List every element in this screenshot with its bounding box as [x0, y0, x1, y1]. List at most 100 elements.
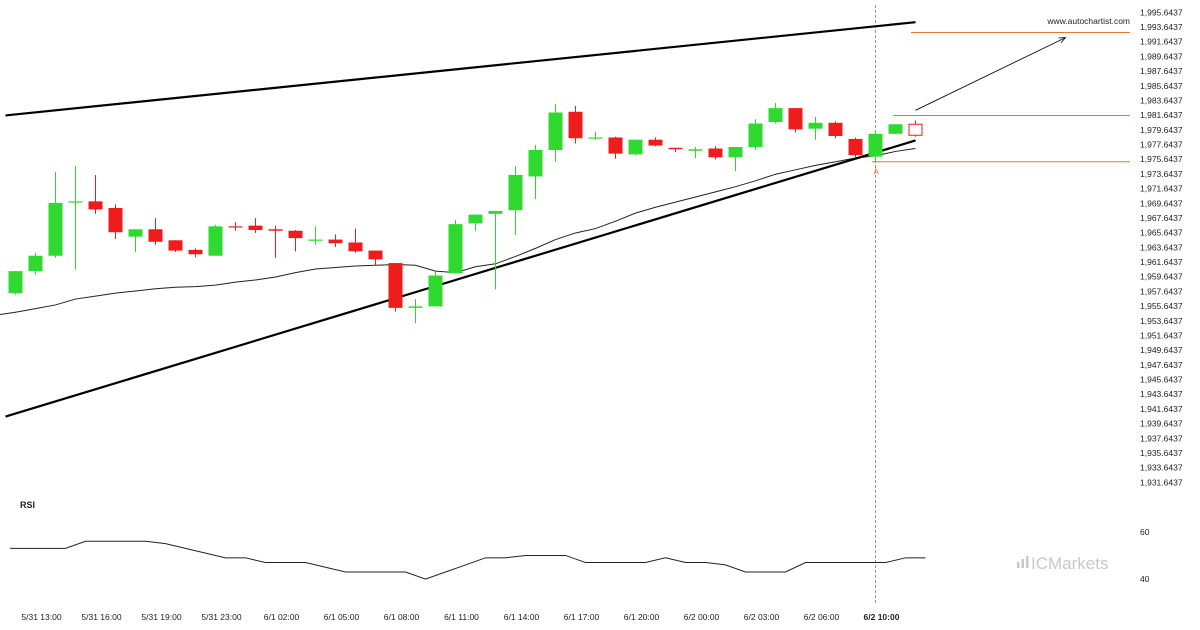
- candle: [8, 271, 23, 295]
- candle-body: [288, 230, 303, 239]
- rsi-tick-label: 60: [1140, 527, 1150, 537]
- point-marker-label: A: [874, 167, 880, 176]
- candle: [708, 146, 723, 160]
- candle-body: [788, 108, 803, 130]
- y-tick-label: 1,979.6437: [1140, 125, 1183, 135]
- candle-body: [348, 242, 363, 252]
- candle: [28, 252, 43, 275]
- y-tick-label: 1,957.6437: [1140, 286, 1183, 296]
- candle: [888, 124, 903, 134]
- x-tick-label: 5/31 19:00: [141, 612, 181, 622]
- y-tick-label: 1,993.6437: [1140, 22, 1183, 32]
- y-tick-label: 1,965.6437: [1140, 228, 1183, 238]
- candle-body: [168, 240, 183, 251]
- trendline-support: [5, 139, 916, 418]
- candle: [328, 234, 343, 247]
- candle: [68, 166, 83, 270]
- candle: [688, 147, 703, 159]
- candle: [548, 103, 563, 162]
- candle: [568, 105, 583, 144]
- candle-body: [748, 123, 763, 148]
- y-tick-label: 1,985.6437: [1140, 81, 1183, 91]
- candle-body: [8, 271, 23, 294]
- logo-bar-2: [1021, 559, 1024, 568]
- candle: [728, 147, 743, 172]
- x-tick-label: 6/1 20:00: [624, 612, 660, 622]
- candle: [108, 204, 123, 239]
- candle-body: [908, 123, 923, 136]
- candle-body: [188, 249, 203, 255]
- candle-body: [768, 108, 783, 123]
- candle-body: [508, 174, 523, 211]
- x-tick-label: 6/2 00:00: [684, 612, 720, 622]
- candle: [448, 219, 463, 274]
- logo-bar-1: [1017, 562, 1020, 568]
- candle: [508, 166, 523, 236]
- candle-body: [268, 229, 283, 231]
- y-tick-label: 1,973.6437: [1140, 169, 1183, 179]
- candle-body: [488, 210, 503, 214]
- rsi-label: RSI: [20, 500, 35, 510]
- candle: [608, 136, 623, 159]
- y-tick-label: 1,933.6437: [1140, 463, 1183, 473]
- candle: [808, 116, 823, 140]
- trendline-resistance: [5, 21, 916, 117]
- x-tick-label: 6/1 08:00: [384, 612, 420, 622]
- y-tick-label: 1,981.6437: [1140, 110, 1183, 120]
- candle-body: [328, 239, 343, 244]
- candle: [648, 137, 663, 147]
- candle: [528, 144, 543, 200]
- candle: [368, 250, 383, 266]
- y-tick-label: 1,987.6437: [1140, 66, 1183, 76]
- x-tick-label: 6/2 03:00: [744, 612, 780, 622]
- x-tick-label: 5/31 23:00: [201, 612, 241, 622]
- y-tick-label: 1,943.6437: [1140, 389, 1183, 399]
- candle: [848, 137, 863, 159]
- candle: [248, 218, 263, 233]
- candle-body: [88, 201, 103, 210]
- candle: [588, 131, 603, 140]
- candle-body: [448, 224, 463, 274]
- y-tick-label: 1,955.6437: [1140, 301, 1183, 311]
- candle: [348, 228, 363, 253]
- candle-body: [688, 149, 703, 151]
- candle: [268, 225, 283, 258]
- forecast-arrow-head: [1058, 37, 1067, 44]
- candle-body: [248, 225, 263, 231]
- candle-body: [428, 275, 443, 307]
- y-tick-label: 1,941.6437: [1140, 404, 1183, 414]
- x-tick-label: 6/2 06:00: [804, 612, 840, 622]
- candle-body: [668, 147, 683, 150]
- y-tick-label: 1,967.6437: [1140, 213, 1183, 223]
- candle-body: [228, 226, 243, 228]
- moving-average-start: [0, 311, 16, 315]
- candle-body: [568, 111, 583, 139]
- y-tick-label: 1,953.6437: [1140, 316, 1183, 326]
- candle-body: [848, 138, 863, 156]
- candle-body: [408, 306, 423, 308]
- brand-logo: ICMarkets: [1017, 554, 1108, 573]
- y-tick-label: 1,977.6437: [1140, 140, 1183, 150]
- candle-body: [728, 147, 743, 158]
- candle: [668, 147, 683, 153]
- y-tick-label: 1,989.6437: [1140, 51, 1183, 61]
- candle-body: [868, 133, 883, 157]
- candle: [48, 172, 63, 258]
- candle-body: [108, 207, 123, 233]
- x-tick-label: 6/1 05:00: [324, 612, 360, 622]
- candle-body: [68, 201, 83, 203]
- y-tick-label: 1,991.6437: [1140, 37, 1183, 47]
- candle: [768, 102, 783, 124]
- y-tick-label: 1,995.6437: [1140, 7, 1183, 17]
- candle-body: [208, 226, 223, 256]
- x-tick-label: 6/1 02:00: [264, 612, 300, 622]
- candle-body: [28, 255, 43, 272]
- candle: [908, 120, 923, 137]
- y-tick-label: 1,939.6437: [1140, 419, 1183, 429]
- candle-body: [648, 139, 663, 146]
- candle: [428, 271, 443, 307]
- candle-body: [48, 202, 63, 256]
- forecast-arrow-line: [915, 37, 1066, 111]
- candle: [408, 299, 423, 324]
